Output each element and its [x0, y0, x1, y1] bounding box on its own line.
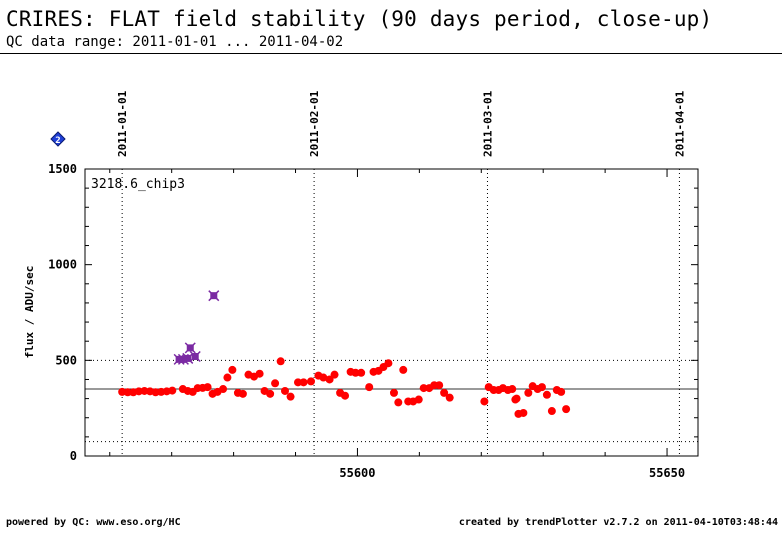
data-point: [299, 378, 308, 387]
outlier-point: [189, 350, 201, 363]
x-tick-label-1: 55650: [649, 466, 685, 480]
data-point: [440, 388, 449, 397]
footer-created-by: created by trendPlotter v2.7.2 on 2011-0…: [458, 517, 778, 528]
outlier-point: [182, 352, 194, 364]
data-point: [394, 398, 403, 407]
y-tick-label-2: 1000: [48, 258, 77, 272]
data-point: [203, 383, 212, 392]
page-subtitle: QC data range: 2011-01-01 ... 2011-04-02: [6, 34, 344, 50]
data-point: [547, 407, 556, 416]
data-point: [512, 394, 521, 403]
outlier-point: [184, 342, 196, 354]
data-point: [351, 368, 360, 377]
data-point: [255, 369, 264, 378]
data-point: [384, 359, 393, 368]
outlier-point: [208, 290, 220, 302]
data-point: [357, 368, 366, 377]
data-point: [280, 386, 289, 395]
data-point: [524, 388, 533, 397]
data-point: [307, 377, 316, 386]
page-title: CRIRES: FLAT field stability (90 days pe…: [6, 7, 713, 31]
data-point: [519, 408, 528, 417]
data-point: [435, 381, 444, 390]
data-point: [286, 392, 295, 401]
points-layer: [118, 290, 571, 418]
y-tick-label-1: 500: [55, 353, 77, 367]
date-tick-label-2: 2011-03-01: [481, 90, 494, 157]
data-point: [276, 357, 285, 366]
data-point: [508, 385, 517, 394]
marker-label: 2: [55, 136, 60, 146]
x-tick-label-0: 55600: [339, 466, 375, 480]
data-point: [414, 395, 423, 404]
date-tick-label-3: 2011-04-01: [673, 90, 686, 157]
data-point: [294, 378, 303, 387]
plot-frame: [84, 168, 699, 457]
data-point: [537, 383, 546, 392]
data-point: [341, 391, 350, 400]
data-point: [480, 397, 489, 406]
data-point: [123, 388, 132, 397]
marker-group: 2: [50, 131, 66, 147]
date-tick-label-1: 2011-02-01: [308, 90, 321, 157]
data-point: [542, 390, 551, 399]
axes-layer: 2011-01-01 2011-02-01 2011-03-01 2011-04-01…: [48, 90, 698, 480]
y-tick-label-3: 1500: [48, 162, 77, 176]
y-tick-label-0: 0: [70, 449, 77, 463]
date-tick-label-0: 2011-01-01: [116, 90, 129, 157]
data-point: [365, 383, 374, 392]
data-point: [399, 365, 408, 374]
data-point: [445, 393, 454, 402]
data-point: [389, 388, 398, 397]
data-point: [319, 373, 328, 382]
data-point: [219, 385, 228, 394]
data-point: [266, 389, 275, 398]
y-axis-label: flux / ADU/sec: [23, 266, 36, 359]
data-point: [271, 379, 280, 388]
panel-label: 3218.6_chip3: [91, 177, 185, 192]
data-point: [168, 386, 177, 395]
data-point: [325, 375, 334, 384]
data-point: [228, 365, 237, 374]
header-divider: [0, 53, 782, 54]
data-point: [562, 405, 571, 414]
data-point: [223, 373, 232, 382]
grid-layer: [85, 169, 698, 456]
data-point: [330, 370, 339, 379]
footer-powered-by: powered by QC: www.eso.org/HC: [6, 517, 181, 528]
data-point: [419, 384, 428, 393]
diamond-marker-icon: [50, 131, 66, 147]
data-point: [238, 389, 247, 398]
data-point: [557, 387, 566, 396]
